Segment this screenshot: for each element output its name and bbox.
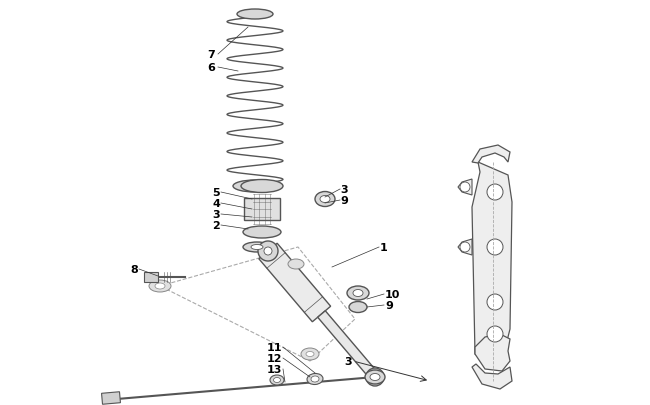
Ellipse shape <box>320 196 330 203</box>
Circle shape <box>371 373 379 381</box>
Polygon shape <box>458 179 472 196</box>
Circle shape <box>264 247 272 256</box>
Ellipse shape <box>306 352 314 357</box>
Ellipse shape <box>243 243 271 252</box>
Circle shape <box>258 241 278 261</box>
Text: 8: 8 <box>130 264 138 274</box>
Text: 4: 4 <box>212 198 220 209</box>
Text: 9: 9 <box>385 300 393 310</box>
Text: 6: 6 <box>207 63 215 73</box>
Circle shape <box>487 294 503 310</box>
Circle shape <box>487 326 503 342</box>
Ellipse shape <box>243 226 281 239</box>
Polygon shape <box>458 239 472 256</box>
Text: 7: 7 <box>207 50 215 60</box>
Text: 1: 1 <box>380 243 388 252</box>
Ellipse shape <box>237 10 273 20</box>
Polygon shape <box>244 198 280 220</box>
Polygon shape <box>472 364 512 389</box>
Text: 5: 5 <box>213 188 220 198</box>
Circle shape <box>366 368 384 386</box>
Ellipse shape <box>311 376 319 382</box>
Text: 10: 10 <box>385 289 400 299</box>
Text: 2: 2 <box>213 220 220 230</box>
Polygon shape <box>472 162 512 369</box>
Ellipse shape <box>251 245 263 250</box>
Polygon shape <box>318 311 379 380</box>
Circle shape <box>460 183 470 192</box>
Polygon shape <box>475 334 510 371</box>
Text: 3: 3 <box>344 356 352 366</box>
Ellipse shape <box>347 286 369 300</box>
Ellipse shape <box>288 259 304 269</box>
Ellipse shape <box>241 180 283 193</box>
Text: 9: 9 <box>340 196 348 205</box>
Polygon shape <box>144 272 158 282</box>
Circle shape <box>460 243 470 252</box>
Ellipse shape <box>315 192 335 207</box>
Polygon shape <box>101 392 120 404</box>
Ellipse shape <box>365 370 385 384</box>
Ellipse shape <box>301 348 319 360</box>
Polygon shape <box>259 244 331 322</box>
Text: 12: 12 <box>266 353 282 363</box>
Polygon shape <box>472 146 510 164</box>
Ellipse shape <box>233 181 277 192</box>
Text: 13: 13 <box>266 364 282 374</box>
Ellipse shape <box>370 373 380 381</box>
Ellipse shape <box>307 373 323 385</box>
Text: 11: 11 <box>266 342 282 352</box>
Ellipse shape <box>270 375 284 385</box>
Text: 3: 3 <box>213 209 220 220</box>
Ellipse shape <box>274 377 281 383</box>
Ellipse shape <box>349 302 367 313</box>
Text: 3: 3 <box>340 185 348 194</box>
Ellipse shape <box>155 284 165 289</box>
Ellipse shape <box>353 290 363 297</box>
Circle shape <box>487 185 503 200</box>
Ellipse shape <box>149 280 171 292</box>
Circle shape <box>487 239 503 256</box>
